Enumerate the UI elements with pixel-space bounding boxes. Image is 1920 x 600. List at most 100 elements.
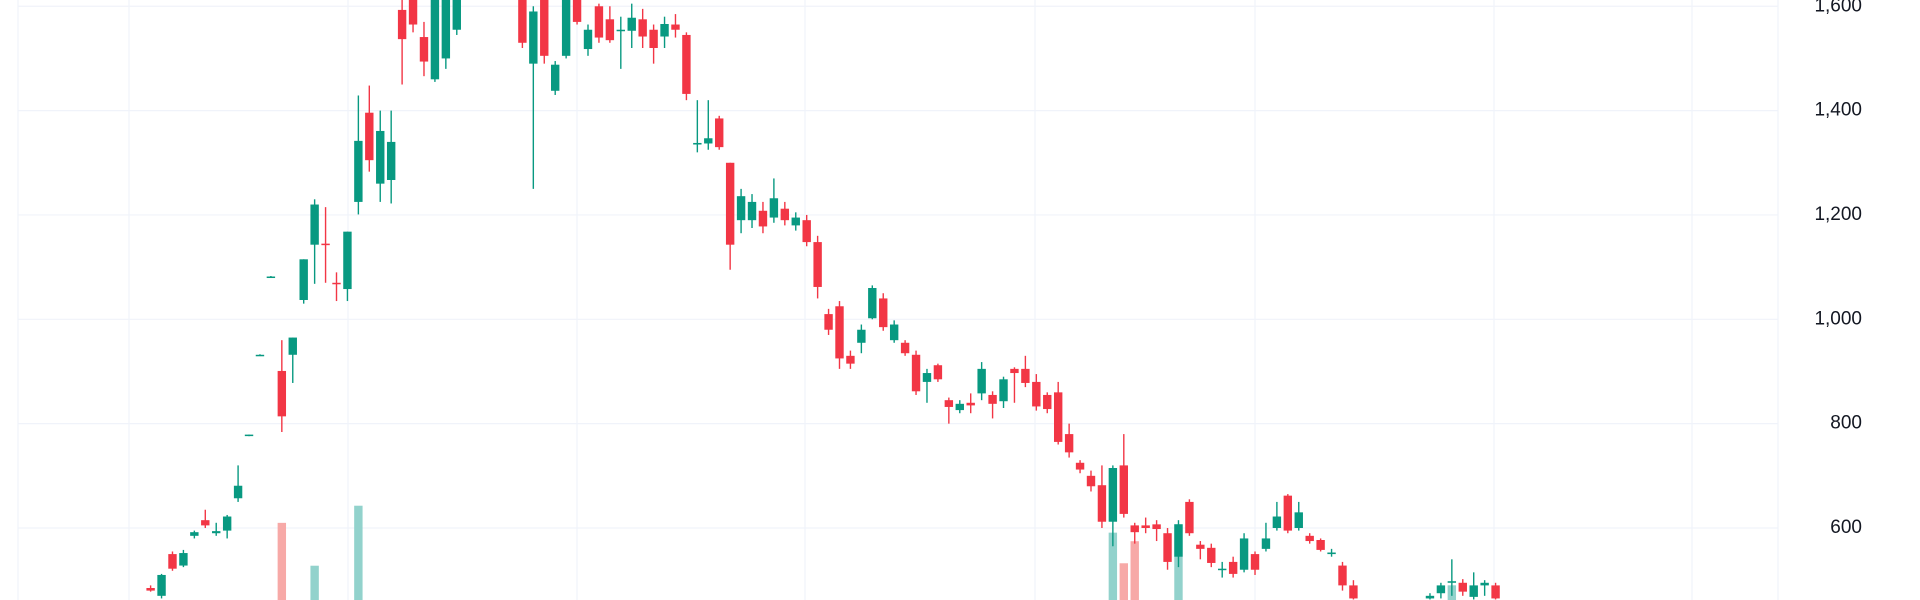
candle-body [933, 365, 943, 380]
candle-body [868, 288, 877, 319]
y-tick-label: 1,000 [1814, 308, 1862, 329]
candle-body [1185, 501, 1194, 534]
time-grid [17, 0, 1779, 600]
candle-body [780, 208, 790, 221]
candle-body [430, 0, 440, 80]
candle-body [1272, 516, 1282, 528]
candle-body [157, 574, 166, 596]
candle-body [540, 0, 549, 56]
candle-body [1283, 495, 1293, 531]
candle-body [1239, 538, 1249, 570]
candle-body [846, 355, 855, 364]
candle-body [649, 29, 658, 48]
candle-body [1174, 524, 1183, 557]
y-tick-label: 1,600 [1814, 0, 1862, 16]
candle-body [1196, 544, 1205, 549]
candle-body [179, 553, 188, 566]
candle-body [1338, 565, 1347, 586]
candle-body [146, 588, 155, 591]
candle-body [1152, 524, 1161, 530]
candle-body [1064, 434, 1074, 453]
volume-bar [277, 522, 287, 600]
candle-body [922, 373, 932, 382]
candle-body [332, 282, 341, 285]
candle-body [288, 337, 297, 355]
candle-body [376, 130, 385, 184]
candle-body [321, 243, 330, 246]
candle-body [1491, 585, 1500, 599]
candle-body [889, 324, 899, 341]
candle-body [1130, 525, 1139, 533]
candle-body [1349, 585, 1358, 599]
candle-body [1086, 475, 1096, 487]
candle-body [168, 554, 177, 569]
candle-body [299, 259, 308, 300]
candle-body [1010, 368, 1019, 374]
candle-body [1032, 381, 1041, 407]
candle-body [1316, 540, 1325, 550]
candle-body [616, 29, 626, 32]
candle-body [605, 19, 615, 41]
candle-body [944, 400, 954, 407]
candle-body [715, 118, 724, 148]
candle-body [1294, 512, 1303, 528]
candle-body [529, 11, 538, 64]
candle-body [660, 24, 669, 37]
candle-body [518, 0, 527, 43]
volume-bar [310, 565, 319, 600]
candle-body [343, 231, 352, 290]
candle-body [1108, 468, 1118, 522]
candle-body [911, 354, 921, 392]
candle-body [1043, 394, 1052, 410]
y-tick-label: 600 [1830, 517, 1862, 538]
candle-body [583, 29, 593, 50]
candle-body [682, 34, 691, 94]
candle-body [408, 0, 418, 25]
candle-body [266, 276, 276, 279]
candle-body [977, 368, 986, 394]
candle-body [212, 531, 221, 534]
candle-body [572, 0, 582, 22]
candle-body [201, 520, 210, 526]
y-tick-label: 1,400 [1814, 100, 1862, 121]
candle-body [704, 138, 713, 144]
candle-body [769, 198, 779, 218]
candle-body [1425, 595, 1435, 599]
candle-body [1458, 582, 1467, 592]
candle-body [999, 379, 1008, 402]
candle-body [419, 37, 429, 62]
candle-body [1075, 462, 1085, 470]
candle-body [1250, 554, 1260, 570]
candle-body [835, 306, 844, 359]
volume-bar [1119, 563, 1128, 600]
candle-body [824, 314, 833, 330]
candle-body [1469, 585, 1478, 597]
candle-body [1480, 582, 1489, 586]
candle-body [365, 112, 374, 161]
candle-body [255, 354, 265, 357]
candle-body [452, 0, 461, 30]
candle-body [879, 298, 888, 328]
candle-body [277, 370, 287, 417]
candle-body [747, 201, 757, 221]
candle-body [813, 242, 822, 287]
candle-body [561, 0, 571, 56]
candle-body [190, 532, 199, 536]
candle-body [397, 9, 407, 40]
candle-body [550, 64, 560, 91]
candle-body [441, 0, 451, 59]
candle-body [386, 141, 396, 180]
candle-body [725, 162, 735, 245]
candle-body [1305, 535, 1314, 542]
volume-bar [1108, 532, 1118, 600]
candle-body [857, 329, 866, 343]
candle-body [638, 19, 647, 37]
candle-body [900, 342, 910, 354]
candle-body [1097, 485, 1107, 522]
candle-body [671, 24, 680, 30]
candle-body [310, 204, 319, 245]
candle-body [988, 394, 997, 404]
candle-body [955, 403, 964, 411]
y-tick-label: 800 [1830, 413, 1862, 434]
